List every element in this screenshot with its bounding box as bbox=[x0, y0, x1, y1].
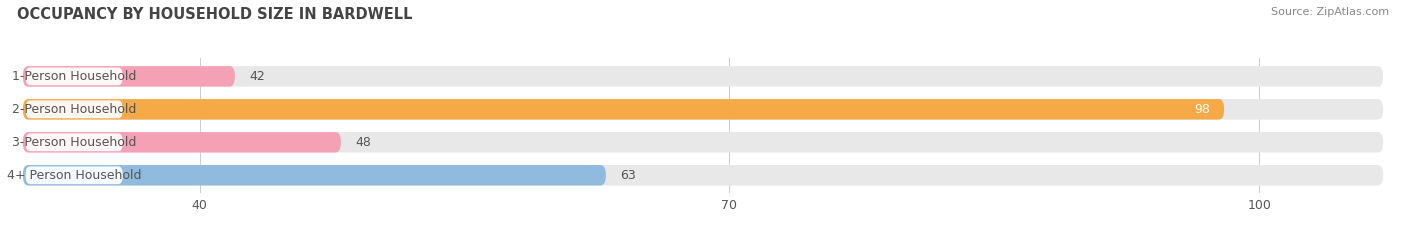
FancyBboxPatch shape bbox=[25, 100, 122, 118]
FancyBboxPatch shape bbox=[22, 66, 1384, 87]
Text: Source: ZipAtlas.com: Source: ZipAtlas.com bbox=[1271, 7, 1389, 17]
FancyBboxPatch shape bbox=[22, 132, 1384, 153]
FancyBboxPatch shape bbox=[25, 166, 122, 184]
Text: 98: 98 bbox=[1194, 103, 1211, 116]
FancyBboxPatch shape bbox=[22, 165, 606, 185]
FancyBboxPatch shape bbox=[25, 68, 122, 85]
Text: 2-Person Household: 2-Person Household bbox=[11, 103, 136, 116]
Text: 42: 42 bbox=[249, 70, 264, 83]
Text: 63: 63 bbox=[620, 169, 636, 182]
FancyBboxPatch shape bbox=[22, 99, 1225, 120]
FancyBboxPatch shape bbox=[22, 132, 340, 153]
Text: OCCUPANCY BY HOUSEHOLD SIZE IN BARDWELL: OCCUPANCY BY HOUSEHOLD SIZE IN BARDWELL bbox=[17, 7, 412, 22]
Text: 3-Person Household: 3-Person Household bbox=[11, 136, 136, 149]
FancyBboxPatch shape bbox=[25, 134, 122, 151]
FancyBboxPatch shape bbox=[22, 165, 1384, 185]
Text: 48: 48 bbox=[354, 136, 371, 149]
Text: 1-Person Household: 1-Person Household bbox=[11, 70, 136, 83]
Text: 4+ Person Household: 4+ Person Household bbox=[7, 169, 142, 182]
FancyBboxPatch shape bbox=[22, 99, 1384, 120]
FancyBboxPatch shape bbox=[22, 66, 235, 87]
